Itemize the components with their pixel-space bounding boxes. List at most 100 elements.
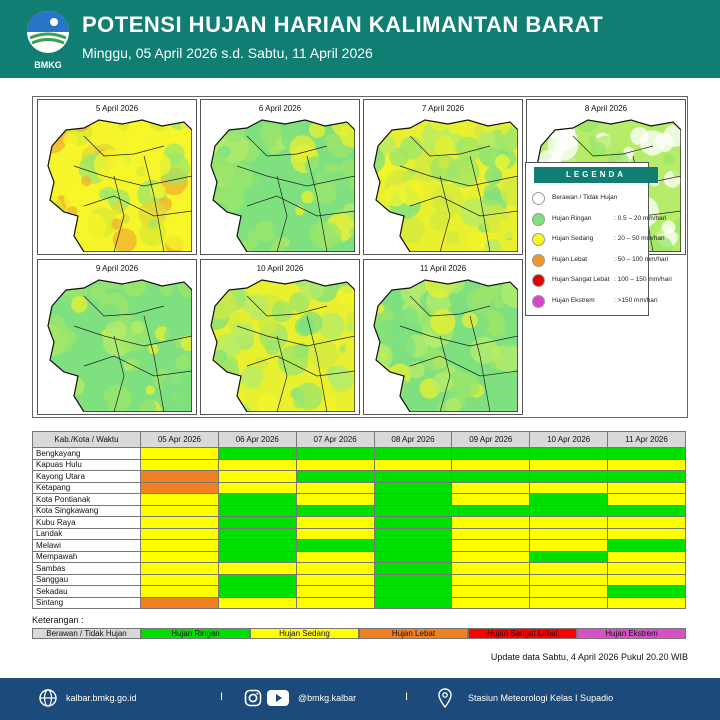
forecast-cell [295,573,375,586]
region-name-cell: Sambas [32,562,141,575]
forecast-cell [373,573,453,586]
forecast-cell [217,562,297,575]
forecast-cell [373,458,453,471]
legend-item-range: : 0.5 – 20 mm/hari [614,214,667,222]
footer-social-handle[interactable]: @bmkg.kalbar [298,693,357,703]
forecast-cell [451,562,531,575]
region-name-cell: Sintang [32,596,141,609]
header-banner: BMKG POTENSI HUJAN HARIAN KALIMANTAN BAR… [0,0,720,78]
forecast-cell [217,585,297,598]
forecast-cell [217,470,297,483]
forecast-cell [451,585,531,598]
rain-map [47,279,192,412]
forecast-cell [295,596,375,609]
forecast-cell [140,562,219,575]
table-header-date: 09 Apr 2026 [451,431,531,448]
legend-item-label: Berawan / Tidak Hujan [552,194,618,201]
forecast-cell [529,562,609,575]
forecast-cell [607,527,686,540]
forecast-cell [451,493,531,506]
forecast-cell [140,573,219,586]
legend-item: Hujan Ringan: 0.5 – 20 mm/hari [532,211,682,229]
rain-map [210,119,355,252]
legend-color-swatch [532,233,545,246]
forecast-cell [140,539,219,552]
forecast-cell [529,447,609,460]
forecast-cell [529,527,609,540]
legend-item: Hujan Ekstrem: >150 mm/hari [532,293,682,311]
legend-color-swatch [532,253,545,267]
forecast-cell [607,539,686,552]
table-row: Bengkayang [32,447,686,460]
forecast-cell [529,504,609,517]
map-date-label: 5 April 2026 [95,104,139,113]
forecast-cell [217,504,297,517]
region-name-cell: Kota Pontianak [32,493,141,506]
legend-color-swatch [532,192,545,205]
region-name-cell: Bengkayang [32,447,141,460]
forecast-cell [607,493,686,506]
forecast-cell [529,585,609,598]
keterangan-item: Hujan Ringan [141,628,250,639]
forecast-cell [529,493,609,506]
region-name-cell: Kayong Utara [32,470,141,483]
forecast-cell [217,447,297,460]
bmkg-logo: BMKG [24,10,72,72]
legend-color-swatch [532,294,545,308]
forecast-cell [140,585,219,598]
page-title: POTENSI HUJAN HARIAN KALIMANTAN BARAT [82,12,604,37]
forecast-cell [529,573,609,586]
region-name-cell: Mempawah [32,550,141,563]
table-row: Sanggau [32,573,686,586]
legend-item: Hujan Lebat: 50 – 100 mm/hari [532,252,682,270]
update-timestamp: Update data Sabtu, 4 April 2026 Pukul 20… [490,652,688,662]
table-header-date: 08 Apr 2026 [373,431,453,448]
forecast-cell [451,470,531,483]
forecast-cell [295,516,375,529]
forecast-cell [529,470,609,483]
map-date-label: 6 April 2026 [258,104,302,113]
forecast-cell [451,539,531,552]
region-name-cell: Kubu Raya [32,516,141,529]
forecast-cell [451,447,531,460]
forecast-cell [451,527,531,540]
forecast-cell [451,550,531,563]
map-date-label: 11 April 2026 [419,264,467,273]
forecast-cell [373,562,453,575]
forecast-cell [607,585,686,598]
forecast-cell [217,527,297,540]
table-header-region: Kab./Kota / Waktu [32,431,141,448]
legend-item-label: Hujan Sedang [552,235,594,242]
map-date-label: 9 April 2026 [95,264,139,273]
youtube-icon[interactable] [267,690,289,706]
forecast-cell [140,470,219,483]
instagram-icon[interactable] [244,689,262,707]
forecast-cell [217,493,297,506]
table-header-date: 11 Apr 2026 [607,431,686,448]
forecast-cell [140,596,219,609]
rain-map [373,279,518,412]
table-row: Sintang [32,596,686,609]
forecast-cell [451,504,531,517]
rain-map [373,119,518,252]
forecast-cell [217,516,297,529]
forecast-cell [217,458,297,471]
forecast-cell [217,550,297,563]
rain-forecast-table-container: Kab./Kota / Waktu 05 Apr 2026 06 Apr 2026 0… [32,431,688,609]
forecast-cell [607,550,686,563]
forecast-cell [295,447,375,460]
forecast-cell [373,550,453,563]
forecast-cell [529,596,609,609]
forecast-cell [373,493,453,506]
footer-website-link[interactable]: kalbar.bmkg.go.id [66,693,137,703]
forecast-cell [373,516,453,529]
region-name-cell: Kapuas Hulu [32,458,141,471]
table-row: Melawi [32,539,686,552]
forecast-cell [373,481,453,494]
forecast-cell [607,470,686,483]
region-name-cell: Ketapang [32,481,141,494]
forecast-cell [217,481,297,494]
map-panel: 7 April 2026 [363,99,523,255]
forecast-cell [140,458,219,471]
forecast-cell [451,596,531,609]
